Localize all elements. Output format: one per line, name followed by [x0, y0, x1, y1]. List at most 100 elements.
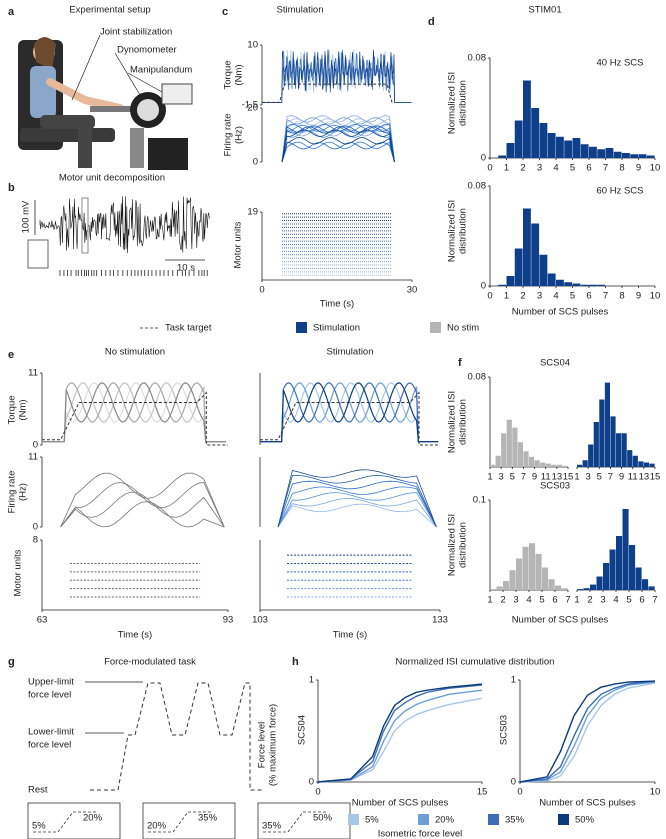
- x-tick-label: 3: [498, 472, 503, 483]
- x-tick-label: 9: [636, 291, 641, 302]
- legend-title: Isometric force level: [378, 829, 462, 839]
- chart-label: 60 Hz SCS: [597, 186, 644, 197]
- hist-bar: [622, 153, 630, 158]
- legend-label: 20%: [435, 815, 455, 826]
- hist-bar: [646, 155, 655, 158]
- chart-title: SCS04: [540, 358, 570, 369]
- x-tick-label: 15: [563, 472, 574, 483]
- hist-bar: [596, 576, 603, 590]
- hist-bar: [529, 543, 536, 590]
- chart-title: SCS03: [540, 481, 570, 492]
- x-tick-label: 8: [619, 163, 624, 174]
- hist-bar: [597, 149, 606, 158]
- hist-bar: [516, 558, 523, 590]
- rate-trace: [277, 475, 437, 528]
- legend-swatch: [488, 814, 499, 825]
- cdf-line: [519, 681, 656, 783]
- hist-bar: [539, 123, 548, 158]
- hist-bar: [627, 450, 633, 467]
- x-tick-label: 5: [597, 472, 602, 483]
- panel-title: Stimulation: [277, 5, 324, 16]
- x-tick-label: 10: [650, 787, 661, 798]
- y-tick-label: 0.08: [468, 181, 487, 192]
- rate-trace: [277, 469, 437, 528]
- hist-bar: [632, 455, 638, 467]
- torque-trace: [262, 49, 412, 103]
- axis-title: distribution: [458, 80, 469, 126]
- x-tick-label: 1: [574, 595, 579, 606]
- x-tick-label: 4: [553, 291, 558, 302]
- hist-bar: [534, 460, 540, 467]
- rate-trace: [281, 141, 395, 163]
- axis-title: (Hz): [234, 126, 245, 144]
- box-label: 20%: [147, 821, 167, 832]
- legend-label: Task target: [165, 323, 212, 334]
- hist-bar: [490, 589, 497, 590]
- panel-title: Force-modulated task: [104, 657, 196, 668]
- x-tick-label: 5: [510, 472, 515, 483]
- cdf-line: [317, 683, 483, 783]
- x-tick-label: 3: [537, 291, 542, 302]
- hist-bar: [616, 433, 622, 467]
- x-tick-label: 13: [552, 472, 563, 483]
- rate-trace: [277, 497, 437, 528]
- torque-trace: [42, 382, 227, 443]
- axis-title: (Nm): [18, 399, 29, 420]
- emg-trace: [39, 196, 210, 254]
- hist-bar: [555, 585, 562, 590]
- x-tick-label: 63: [37, 615, 48, 626]
- axis-title: SCS03: [499, 715, 510, 745]
- rate-trace: [281, 115, 395, 163]
- x-tick-label: 11: [541, 472, 551, 483]
- axis-title: Force level: [257, 722, 268, 768]
- x-tick-label: 10: [650, 291, 661, 302]
- y-tick-label: -1.5: [242, 100, 258, 111]
- torque-trace: [260, 382, 439, 443]
- x-tick-label: 11: [628, 472, 638, 483]
- hist-bar: [531, 223, 540, 286]
- hist-bar: [556, 279, 564, 286]
- rate-trace: [281, 137, 395, 163]
- label: Rest: [28, 785, 48, 796]
- axis-title: Number of SCS pulses: [539, 798, 636, 809]
- inset: [27, 239, 49, 269]
- x-tick-label: 1: [504, 291, 509, 302]
- x-tick-label: 0: [487, 163, 492, 174]
- hist-bar: [514, 120, 523, 158]
- y-tick-label: 11: [28, 452, 38, 463]
- box-label: 35%: [262, 821, 282, 832]
- hist-bar: [506, 419, 512, 467]
- hist-bar: [523, 80, 531, 158]
- box-label: 50%: [313, 813, 333, 824]
- cdf-line: [317, 684, 483, 783]
- box: [27, 802, 121, 839]
- hist-bar: [551, 464, 557, 467]
- rate-trace: [281, 126, 395, 163]
- x-tick-label: 8: [619, 291, 624, 302]
- legend-swatch: [418, 814, 429, 825]
- x-tick-label: 0: [315, 787, 320, 798]
- hist-bar: [490, 464, 496, 467]
- chart-label: 40 Hz SCS: [597, 58, 644, 69]
- legend-label: 50%: [575, 815, 595, 826]
- setup-label: Joint stabilization: [100, 27, 172, 38]
- hist-bar: [635, 567, 642, 590]
- axis-title: Motor units: [233, 221, 244, 268]
- hist-bar: [540, 462, 546, 467]
- hist-bar: [496, 586, 503, 590]
- panel-title: STIM01: [528, 5, 561, 16]
- hist-bar: [572, 283, 581, 286]
- axis-title: Firing rate: [7, 471, 18, 514]
- axis-title: Number of SCS pulses: [512, 307, 609, 318]
- hist-bar: [597, 284, 606, 286]
- label: Lower-limit: [28, 727, 74, 738]
- x-tick-label: 4: [526, 595, 531, 606]
- x-tick-label: 5: [570, 163, 575, 174]
- torque-trace: [42, 382, 227, 443]
- x-tick-label: 133: [432, 615, 448, 626]
- hist-bar: [547, 273, 556, 286]
- x-tick-label: 0: [517, 787, 522, 798]
- hist-bar: [509, 570, 516, 590]
- x-tick-label: 9: [636, 163, 641, 174]
